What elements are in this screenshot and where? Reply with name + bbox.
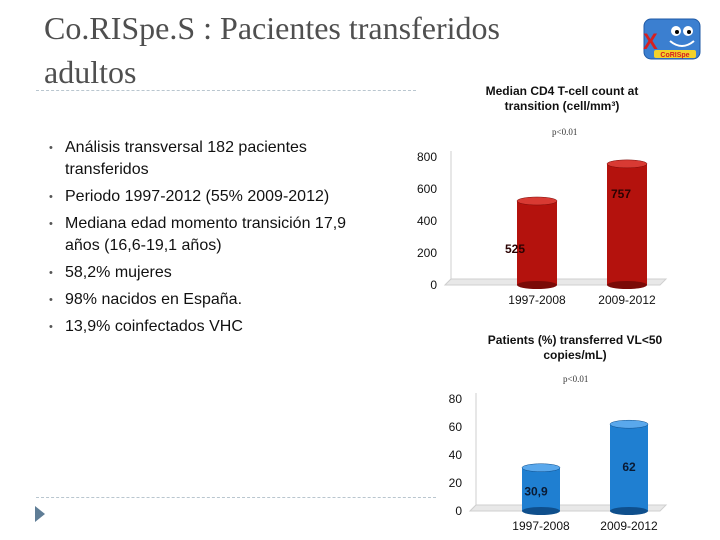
cd4-bar — [607, 163, 647, 285]
bullet-item: Periodo 1997-2012 (55% 2009-2012) — [49, 186, 382, 208]
vl-bar-base — [522, 507, 560, 515]
vl-pvalue: p<0.01 — [563, 374, 589, 384]
vl-back-wall — [469, 393, 477, 512]
cd4-y-tick-label: 800 — [417, 150, 437, 164]
cd4-y-tick-label: 0 — [430, 278, 437, 292]
slide-title: Co.RISpe.S : Pacientes transferidos adul… — [44, 6, 644, 94]
cd4-bar-chart: 0 200 400 600 800 525 1997-2008 757 2009-2012 — [417, 150, 668, 307]
vl-bar-top — [521, 463, 561, 472]
svg-text:X: X — [643, 29, 658, 54]
bullet-list: Análisis transversal 182 pacientes trans… — [49, 137, 382, 343]
vl-category-label: 1997-2008 — [512, 519, 570, 533]
vl-data-label: 30,9 — [524, 485, 548, 499]
cd4-y-tick-label: 200 — [417, 246, 437, 260]
cd4-bar-base — [517, 281, 557, 289]
vl-bar-chart: 0 20 40 60 80 30,9 1997-2008 62 2009-2012 — [449, 392, 668, 533]
bullet-item: Mediana edad momento transición 17,9 año… — [49, 213, 382, 257]
vl-category-label: 2009-2012 — [600, 519, 658, 533]
vl-y-tick-label: 20 — [449, 476, 463, 490]
bullet-item: Análisis transversal 182 pacientes trans… — [49, 137, 382, 181]
cd4-y-tick-label: 400 — [417, 214, 437, 228]
cd4-category-label: 2009-2012 — [598, 293, 656, 307]
vl-y-tick-label: 60 — [449, 420, 463, 434]
footer-divider — [36, 497, 436, 498]
bullet-item: 58,2% mujeres — [49, 262, 382, 284]
cd4-chart-title: Median CD4 T-cell count at transition (c… — [485, 84, 639, 113]
next-slide-arrow-icon[interactable] — [33, 505, 47, 528]
cd4-bar — [517, 201, 557, 285]
slide-title-line1: Co.RISpe.S : Pacientes transferidos — [44, 10, 500, 46]
bullet-item: 13,9% coinfectados VHC — [49, 316, 382, 338]
cd4-back-wall — [444, 151, 452, 286]
cd4-category-label: 1997-2008 — [508, 293, 566, 307]
cd4-y-tick-label: 600 — [417, 182, 437, 196]
cd4-bar-top — [606, 159, 648, 169]
cd4-data-label: 757 — [611, 187, 631, 201]
vl-y-tick-label: 0 — [455, 504, 462, 518]
title-divider — [36, 90, 416, 91]
cd4-data-label: 525 — [505, 242, 525, 256]
vl-chart-title: Patients (%) transferred VL<50 copies/mL… — [487, 333, 663, 362]
vl-bar-top — [609, 419, 649, 429]
cd4-pvalue: p<0.01 — [552, 127, 578, 137]
vl-data-label: 62 — [622, 460, 636, 474]
cd4-bar-top — [516, 196, 558, 206]
slide-title-line2: adultos — [44, 54, 137, 90]
vl-y-tick-label: 40 — [449, 448, 463, 462]
bullet-item: 98% nacidos en España. — [49, 289, 382, 311]
corispe-logo: X CoRISpe — [640, 17, 704, 63]
svg-text:CoRISpe: CoRISpe — [660, 52, 689, 59]
vl-bar — [610, 424, 648, 511]
vl-bar — [522, 467, 560, 511]
cd4-bar-base — [607, 281, 647, 289]
vl-y-tick-label: 80 — [449, 392, 463, 406]
vl-bar-base — [610, 507, 648, 515]
